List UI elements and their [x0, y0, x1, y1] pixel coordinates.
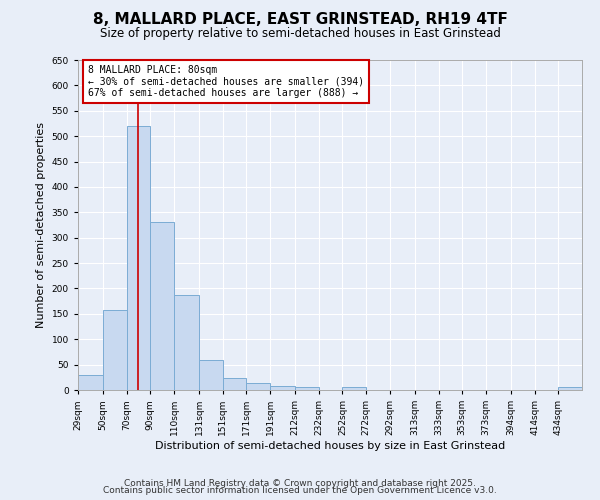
Bar — [174, 294, 199, 390]
Text: Contains HM Land Registry data © Crown copyright and database right 2025.: Contains HM Land Registry data © Crown c… — [124, 478, 476, 488]
Bar — [103, 310, 127, 390]
X-axis label: Distribution of semi-detached houses by size in East Grinstead: Distribution of semi-detached houses by … — [155, 441, 505, 451]
Text: Contains public sector information licensed under the Open Government Licence v3: Contains public sector information licen… — [103, 486, 497, 495]
Bar — [199, 360, 223, 390]
Bar — [270, 386, 295, 390]
Text: 8, MALLARD PLACE, EAST GRINSTEAD, RH19 4TF: 8, MALLARD PLACE, EAST GRINSTEAD, RH19 4… — [92, 12, 508, 28]
Text: Size of property relative to semi-detached houses in East Grinstead: Size of property relative to semi-detach… — [100, 28, 500, 40]
Bar — [223, 378, 247, 390]
Bar — [78, 375, 103, 390]
Text: 8 MALLARD PLACE: 80sqm
← 30% of semi-detached houses are smaller (394)
67% of se: 8 MALLARD PLACE: 80sqm ← 30% of semi-det… — [88, 65, 364, 98]
Bar — [247, 384, 270, 390]
Bar — [151, 222, 174, 390]
Bar — [295, 388, 319, 390]
Bar — [558, 388, 582, 390]
Bar — [127, 126, 151, 390]
Y-axis label: Number of semi-detached properties: Number of semi-detached properties — [36, 122, 46, 328]
Bar — [343, 388, 366, 390]
